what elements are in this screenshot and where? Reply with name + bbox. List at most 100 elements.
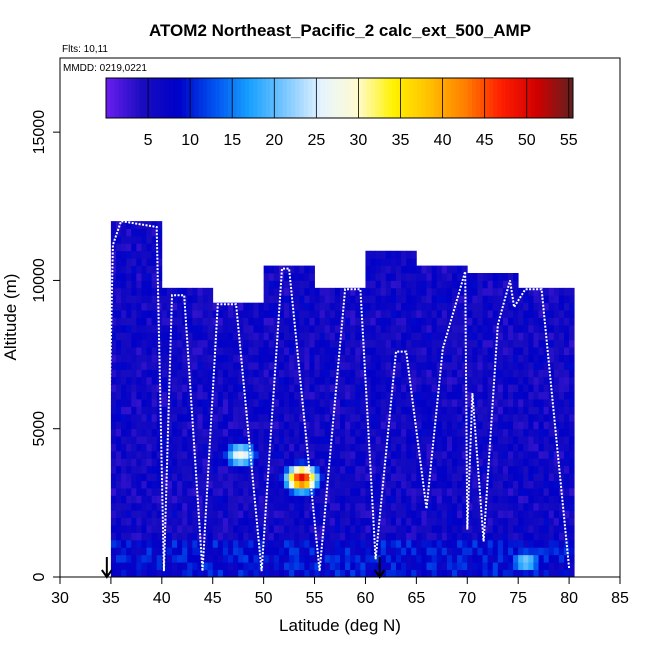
heatmap-cell [258, 361, 265, 370]
heatmap-cell [497, 525, 504, 533]
heatmap-cell [375, 339, 382, 348]
heatmap-cell [177, 391, 183, 400]
heatmap-cell [487, 413, 494, 422]
heatmap-cell [309, 450, 315, 459]
heatmap-cell [533, 332, 539, 341]
heatmap-cell [141, 310, 147, 318]
heatmap-cell [380, 265, 387, 274]
heatmap-cell [528, 480, 534, 489]
heatmap-cell [136, 539, 142, 548]
heatmap-cell [278, 295, 285, 304]
heatmap-cell [197, 413, 203, 422]
heatmap-cell [492, 569, 499, 578]
heatmap-cell [502, 510, 509, 519]
heatmap-cell [416, 510, 422, 519]
heatmap-cell [396, 539, 402, 548]
heatmap-cell [375, 265, 382, 274]
heatmap-cell [380, 450, 387, 459]
heatmap-cell [238, 310, 244, 318]
heatmap-cell [441, 458, 448, 467]
heatmap-cell [299, 421, 305, 430]
heatmap-cell [156, 450, 163, 459]
colorbar-segment [434, 78, 439, 118]
heatmap-cell [523, 443, 529, 452]
heatmap-cell [390, 539, 397, 548]
heatmap-cell [121, 391, 127, 400]
heatmap-cell [518, 287, 524, 296]
heatmap-cell [558, 295, 565, 304]
colorbar-tick-label: 50 [518, 132, 536, 149]
heatmap-cell [401, 473, 407, 482]
heatmap-cell [136, 443, 142, 452]
heatmap-cell [217, 347, 224, 355]
heatmap-cell [380, 324, 387, 333]
heatmap-cell [457, 473, 463, 482]
heatmap-cell [564, 436, 570, 444]
heatmap-cell [294, 295, 300, 304]
heatmap-cell [375, 295, 382, 304]
heatmap-cell [141, 510, 147, 519]
heatmap-cell [401, 317, 407, 326]
heatmap-cell [406, 273, 412, 281]
heatmap-cell [222, 547, 229, 556]
heatmap-cell [294, 310, 300, 318]
heatmap-cell [436, 354, 443, 363]
heatmap-cell [273, 532, 280, 541]
colorbar-segment [392, 78, 397, 118]
heatmap-cell [187, 473, 193, 482]
heatmap-cell [116, 510, 122, 519]
heatmap-cell [121, 302, 127, 311]
heatmap-cell [487, 317, 494, 326]
heatmap-cell [207, 295, 214, 304]
heatmap-cell [202, 532, 209, 541]
heatmap-cell [426, 517, 433, 526]
heatmap-cell [253, 399, 259, 407]
heatmap-cell [401, 525, 407, 533]
colorbar-segment [455, 78, 460, 118]
heatmap-cell [243, 458, 249, 467]
heatmap-cell [452, 384, 458, 393]
heatmap-cell [131, 495, 137, 504]
heatmap-cell [411, 273, 417, 281]
heatmap-cell [569, 376, 575, 385]
heatmap-cell [462, 443, 468, 452]
heatmap-cell [243, 436, 249, 444]
heatmap-cell [228, 324, 234, 333]
heatmap-cell [558, 421, 565, 430]
heatmap-cell [253, 495, 259, 504]
heatmap-cell [146, 428, 153, 437]
heatmap-cell [538, 443, 545, 452]
colorbar-segment [265, 78, 271, 118]
heatmap-cell [268, 539, 275, 548]
heatmap-cell [569, 539, 575, 548]
colorbar-segment [505, 78, 511, 118]
heatmap-cell [273, 539, 280, 548]
heatmap-cell [518, 473, 524, 482]
heatmap-cell [502, 458, 509, 467]
colorbar-segment [383, 78, 389, 118]
heatmap-cell [477, 510, 483, 519]
heatmap-cell [146, 317, 153, 326]
heatmap-cell [436, 361, 443, 370]
heatmap-cell [299, 510, 305, 519]
heatmap-cell [340, 421, 346, 430]
heatmap-cell [548, 495, 555, 504]
heatmap-cell [380, 295, 387, 304]
heatmap-cell [314, 413, 321, 422]
heatmap-cell [462, 391, 468, 400]
heatmap-cell [497, 428, 504, 437]
heatmap-cell [146, 376, 153, 385]
heatmap-cell [513, 502, 519, 511]
heatmap-cell [558, 384, 565, 393]
heatmap-cell [314, 361, 321, 370]
heatmap-cell [238, 436, 244, 444]
heatmap-cell [401, 332, 407, 341]
heatmap-cell [110, 376, 117, 385]
heatmap-cell [426, 465, 433, 474]
heatmap-cell [146, 258, 153, 266]
heatmap-cell [258, 465, 265, 474]
heatmap-cell [156, 532, 163, 541]
heatmap-cell [192, 473, 198, 482]
heatmap-cell [126, 554, 132, 563]
heatmap-cell [238, 525, 244, 533]
